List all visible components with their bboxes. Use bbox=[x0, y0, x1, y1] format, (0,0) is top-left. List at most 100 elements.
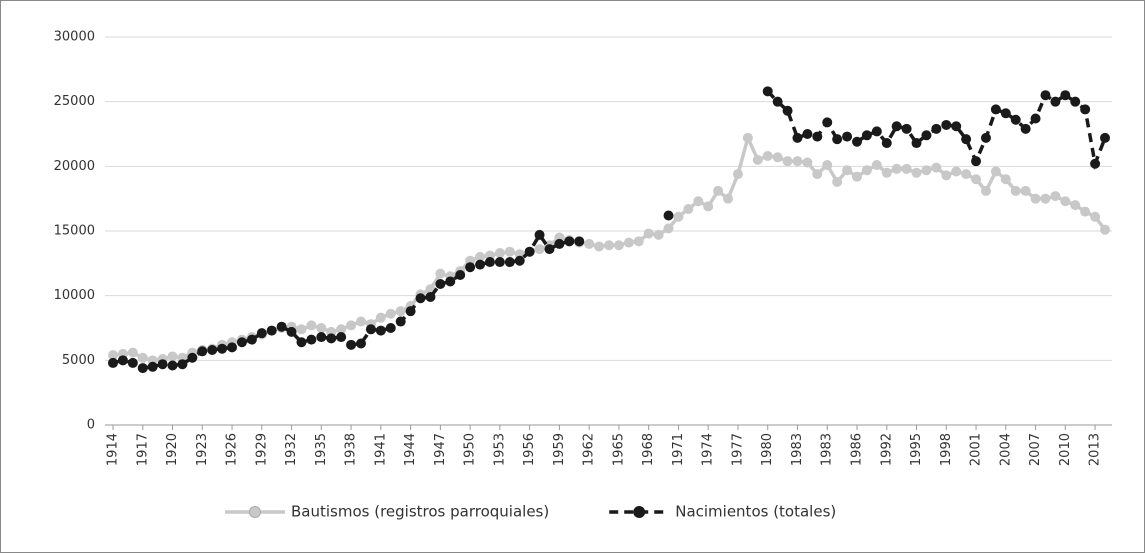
data-point bbox=[524, 246, 535, 257]
data-point bbox=[901, 123, 912, 134]
y-tick-label: 25000 bbox=[54, 94, 95, 109]
data-point bbox=[365, 324, 376, 335]
data-point bbox=[693, 196, 704, 207]
data-point bbox=[326, 333, 337, 344]
x-tick-label: 1983 bbox=[790, 433, 805, 466]
x-tick-label: 1968 bbox=[641, 433, 656, 466]
data-point bbox=[1030, 193, 1041, 204]
data-point bbox=[246, 334, 257, 345]
data-point bbox=[623, 237, 634, 248]
data-point bbox=[961, 169, 972, 180]
data-point bbox=[931, 123, 942, 134]
data-point bbox=[881, 167, 892, 178]
x-tick-label: 1917 bbox=[135, 433, 150, 466]
data-point bbox=[1000, 174, 1011, 185]
data-point bbox=[1020, 185, 1031, 196]
data-point bbox=[375, 325, 386, 336]
data-point bbox=[1070, 96, 1081, 107]
data-point bbox=[1100, 132, 1110, 143]
data-point bbox=[941, 170, 952, 181]
x-tick-label: 1941 bbox=[373, 433, 388, 466]
x-tick-label: 1914 bbox=[106, 433, 121, 466]
data-point bbox=[395, 306, 406, 317]
data-point bbox=[1070, 200, 1081, 211]
data-point bbox=[227, 342, 238, 353]
data-point bbox=[971, 174, 982, 185]
x-tick-label: 1971 bbox=[671, 433, 686, 466]
data-point bbox=[167, 360, 178, 371]
data-point bbox=[484, 257, 495, 268]
data-point bbox=[534, 229, 545, 240]
data-point bbox=[980, 132, 991, 143]
data-point bbox=[663, 210, 674, 221]
data-point bbox=[475, 251, 486, 262]
data-point bbox=[187, 352, 198, 363]
data-point bbox=[643, 228, 654, 239]
data-point bbox=[852, 136, 862, 147]
data-point bbox=[1010, 185, 1021, 196]
data-point bbox=[723, 193, 734, 204]
y-tick-label: 10000 bbox=[54, 288, 95, 303]
x-tick-label: 1950 bbox=[463, 433, 478, 466]
data-point bbox=[742, 132, 753, 143]
y-tick-label: 0 bbox=[87, 418, 95, 433]
data-point bbox=[108, 357, 118, 368]
data-point bbox=[891, 121, 902, 132]
x-tick-label: 1947 bbox=[433, 433, 448, 466]
x-tick-label: 1998 bbox=[939, 433, 954, 466]
data-point bbox=[951, 166, 962, 177]
data-point bbox=[117, 355, 128, 366]
x-tick-label: 1923 bbox=[195, 433, 210, 466]
data-point bbox=[1030, 113, 1041, 124]
data-point bbox=[663, 223, 674, 234]
x-tick-label: 2001 bbox=[969, 433, 984, 466]
x-tick-label: 1926 bbox=[225, 433, 240, 466]
data-point bbox=[653, 229, 664, 240]
data-point bbox=[207, 344, 218, 355]
data-point bbox=[395, 316, 406, 327]
data-point bbox=[613, 240, 624, 251]
data-point bbox=[375, 312, 386, 323]
x-tick-label: 2013 bbox=[1088, 433, 1103, 466]
data-point bbox=[911, 167, 922, 178]
data-point bbox=[931, 162, 942, 173]
data-point bbox=[792, 132, 803, 143]
data-point bbox=[336, 332, 347, 343]
data-point bbox=[266, 325, 277, 336]
data-point bbox=[822, 160, 833, 171]
data-point bbox=[842, 131, 853, 142]
data-point bbox=[494, 247, 505, 258]
data-point bbox=[871, 126, 882, 137]
data-point bbox=[1000, 108, 1011, 119]
x-tick-label: 1920 bbox=[165, 433, 180, 466]
data-point bbox=[544, 244, 555, 255]
data-point bbox=[1090, 211, 1101, 222]
data-point bbox=[832, 134, 843, 145]
data-point bbox=[842, 165, 853, 176]
x-tick-label: 1935 bbox=[314, 433, 329, 466]
data-point bbox=[782, 105, 793, 116]
legend-label: Nacimientos (totales) bbox=[675, 503, 836, 521]
data-point bbox=[256, 328, 267, 339]
data-point bbox=[108, 350, 118, 361]
data-point bbox=[1080, 206, 1091, 217]
data-point bbox=[812, 169, 823, 180]
x-tick-label: 1962 bbox=[582, 433, 597, 466]
data-point bbox=[990, 104, 1001, 115]
data-point bbox=[812, 131, 823, 142]
x-tick-label: 1974 bbox=[701, 433, 716, 466]
y-tick-label: 5000 bbox=[62, 353, 95, 368]
data-point bbox=[1040, 193, 1051, 204]
data-point bbox=[951, 121, 962, 132]
data-point bbox=[564, 236, 575, 247]
data-point bbox=[554, 238, 565, 249]
data-point bbox=[762, 150, 773, 161]
data-point bbox=[1060, 196, 1071, 207]
data-point bbox=[455, 269, 466, 280]
data-point bbox=[127, 357, 138, 368]
legend-marker bbox=[633, 506, 646, 518]
data-point bbox=[147, 361, 158, 372]
data-point bbox=[504, 257, 515, 268]
data-point bbox=[921, 130, 932, 141]
data-point bbox=[336, 324, 347, 335]
